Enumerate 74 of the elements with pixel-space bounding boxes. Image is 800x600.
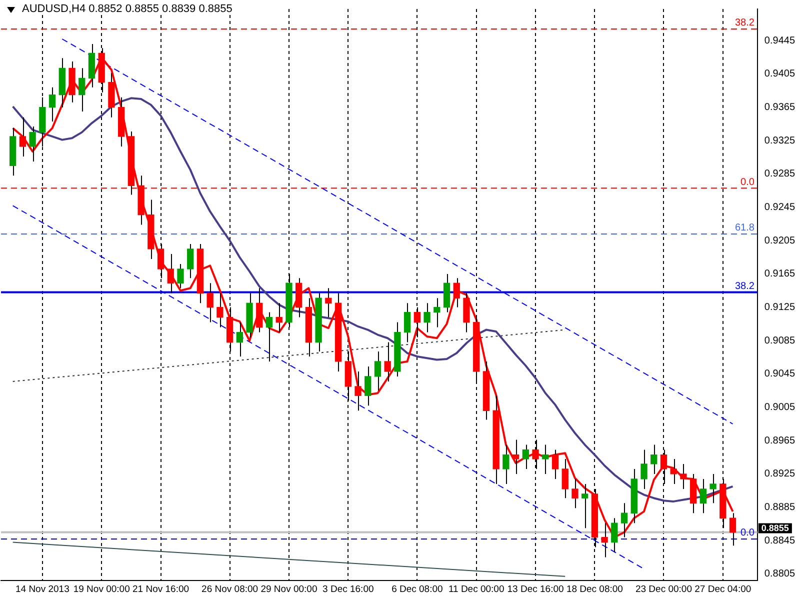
candlestick: [236, 322, 243, 357]
y-tick-label: 0.9205: [764, 235, 796, 246]
candlestick: [700, 478, 707, 514]
annotation: 38.2: [734, 281, 755, 292]
x-tick-label: 13 Dec 16:00: [507, 584, 564, 595]
y-tick-label: 0.9325: [764, 135, 796, 146]
candlestick: [404, 302, 411, 343]
candlestick: [167, 253, 174, 294]
annotation: 38.2: [734, 18, 755, 29]
y-tick-label: 0.9405: [764, 68, 796, 80]
y-tick-label: 0.8965: [764, 435, 796, 446]
x-tick-label: 3 Dec 16:00: [322, 584, 374, 595]
y-tick-label: 0.9045: [764, 368, 796, 380]
candlestick: [562, 458, 568, 499]
candlestick: [187, 243, 194, 279]
candlestick: [206, 282, 214, 323]
y-tick-label: 0.9285: [764, 168, 796, 180]
x-tick-label: 27 Dec 04:00: [694, 584, 752, 595]
candlestick: [276, 302, 282, 333]
x-tick-label: 23 Dec 00:00: [635, 584, 692, 595]
candlestick: [374, 350, 382, 392]
candlestick: [29, 126, 36, 162]
y-tick-label: 0.9165: [764, 268, 796, 280]
candlestick: [710, 473, 716, 504]
annotation: 61.8: [734, 222, 755, 234]
y-tick-label: 0.8925: [764, 468, 796, 480]
y-tick-label: 0.8845: [764, 535, 796, 546]
y-tick-label: 0.8885: [764, 502, 796, 514]
y-tick-label: 0.9445: [764, 35, 796, 46]
candlestick: [552, 449, 559, 480]
candlestick: [266, 312, 273, 362]
candlestick: [502, 444, 510, 484]
x-tick-label: 21 Nov 16:00: [132, 584, 190, 595]
candlestick: [620, 502, 628, 538]
candlestick: [364, 366, 372, 406]
candlestick: [640, 449, 648, 490]
candlestick: [177, 263, 184, 289]
x-tick-label: 29 Nov 00:00: [260, 584, 318, 595]
y-tick-label: 0.9365: [764, 102, 796, 114]
x-tick-label: 26 Nov 08:00: [202, 584, 258, 595]
chart-title: AUDUSD,H4 0.8852 0.8855 0.8839 0.8855: [20, 3, 234, 15]
candlestick: [680, 463, 687, 490]
candlestick: [19, 116, 26, 157]
candlestick: [512, 439, 520, 474]
candlestick: [542, 444, 549, 474]
y-tick-label: 0.9085: [764, 335, 796, 346]
candlestick: [572, 478, 578, 509]
candlestick: [670, 458, 677, 484]
candlestick: [582, 483, 588, 529]
x-tick-label: 14 Nov 2013: [15, 584, 70, 595]
x-tick-label: 6 Dec 08:00: [392, 584, 443, 595]
y-tick-label: 0.9245: [764, 202, 796, 214]
candlestick: [611, 518, 618, 553]
candlestick: [325, 288, 332, 318]
y-tick-label: 0.8805: [764, 568, 796, 580]
candlestick: [48, 86, 56, 122]
candlestick: [354, 370, 362, 412]
candlestick: [216, 292, 224, 328]
y-tick-label: 0.9125: [764, 302, 796, 314]
y-tick-label: 0.9005: [764, 402, 796, 414]
ref-line-label: 0.8855: [761, 522, 789, 533]
x-tick-label: 18 Dec 08:00: [566, 584, 623, 595]
candlestick: [729, 512, 736, 546]
candlestick: [453, 278, 460, 308]
candlestick: [650, 444, 658, 474]
annotation: 0.0: [740, 528, 755, 539]
candlestick: [434, 298, 440, 328]
candlestick: [78, 68, 86, 112]
candlestick: [384, 342, 391, 382]
x-tick-label: 11 Dec 00:00: [448, 584, 504, 595]
candlestick: [522, 444, 529, 470]
candlestick: [424, 302, 430, 333]
annotation: 0.0: [740, 176, 755, 188]
x-tick-label: 19 Nov 00:00: [73, 584, 130, 595]
